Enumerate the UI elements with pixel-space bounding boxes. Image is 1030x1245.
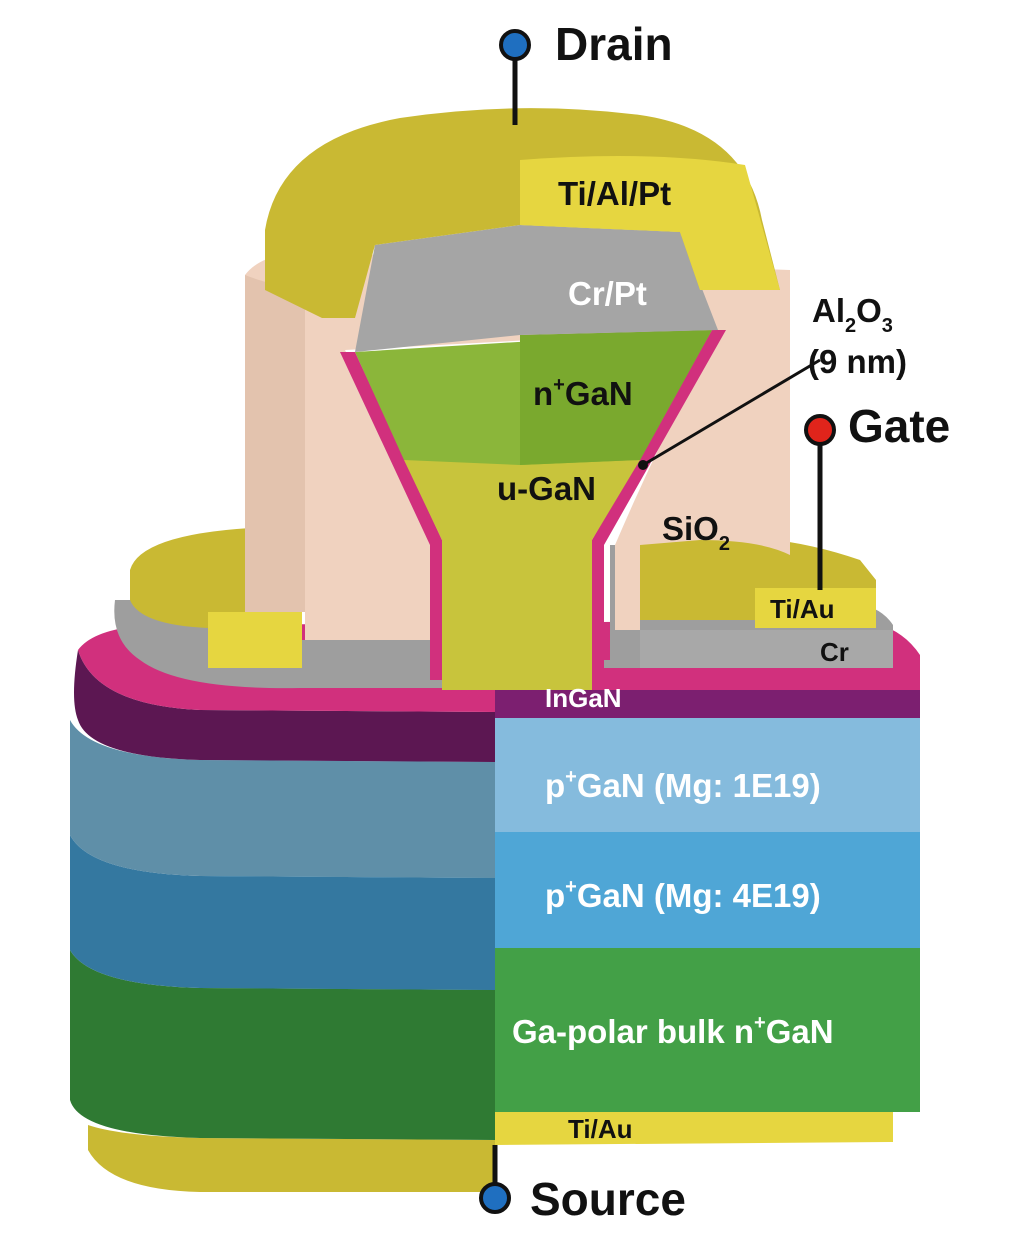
drain-terminal — [499, 29, 531, 125]
al2o3-liner — [340, 330, 726, 680]
cr-label: Cr — [820, 637, 849, 667]
bulk-gan-layer — [70, 947, 920, 1140]
al2o3-callout — [638, 358, 821, 470]
p-gan-2-label: p+GaN (Mg: 4E19) — [545, 876, 821, 914]
drain-metal-layer — [265, 108, 780, 318]
p2-front — [495, 832, 920, 948]
sio2-label: SiO2 — [662, 510, 730, 555]
sio2-side — [245, 275, 305, 612]
source-metal-side — [88, 1125, 495, 1192]
al2o3-label: Al2O3 — [812, 292, 893, 337]
channel — [355, 330, 712, 690]
bulk-side — [70, 950, 495, 1140]
gate-dot — [804, 414, 836, 446]
cr-pt-layer — [355, 225, 718, 352]
sio2-layer — [245, 252, 790, 640]
u-gan-body — [404, 460, 640, 690]
drain-dot — [499, 29, 531, 61]
p1-side — [70, 720, 495, 878]
cr-pt-label: Cr/Pt — [568, 275, 647, 312]
liner-right — [592, 330, 726, 680]
right-pad-front — [755, 588, 876, 628]
right-pad-top — [640, 535, 876, 620]
ingan-label: InGaN — [545, 683, 622, 713]
al2o3-thickness: (9 nm) — [808, 343, 907, 380]
source-terminal — [479, 1145, 511, 1214]
source-metal-layer — [88, 1112, 893, 1192]
cr-front — [640, 630, 893, 668]
source-label: Source — [530, 1173, 686, 1225]
left-pad-front — [208, 612, 302, 668]
source-metal-front — [495, 1112, 893, 1145]
p2-side — [70, 835, 495, 990]
right-gate-metal — [640, 535, 876, 628]
p1-front — [495, 718, 920, 832]
bulk-label: Ga-polar bulk n+GaN — [512, 1012, 834, 1050]
liner-left — [340, 352, 442, 680]
gate-terminal — [804, 414, 836, 590]
gate-metal-label: Ti/Au — [770, 594, 835, 624]
p-gan-1-label: p+GaN (Mg: 1E19) — [545, 766, 821, 804]
cr-pt-body — [355, 225, 718, 352]
drain-metal-label: Ti/Al/Pt — [558, 175, 671, 212]
drain-label: Drain — [555, 18, 673, 70]
cr-layer — [114, 545, 894, 689]
ingan-front — [495, 690, 920, 718]
ingan-side — [74, 650, 495, 762]
sio2-body — [245, 252, 790, 640]
n-gan-label: n+GaN — [533, 374, 633, 412]
gate-label: Gate — [848, 400, 950, 452]
drain-metal-front — [520, 156, 780, 290]
u-gan-label: u-GaN — [497, 470, 596, 507]
source-dot — [479, 1182, 511, 1214]
source-metal-label: Ti/Au — [568, 1114, 633, 1144]
bulk-front — [495, 948, 920, 1112]
n-gan-right — [520, 330, 712, 465]
